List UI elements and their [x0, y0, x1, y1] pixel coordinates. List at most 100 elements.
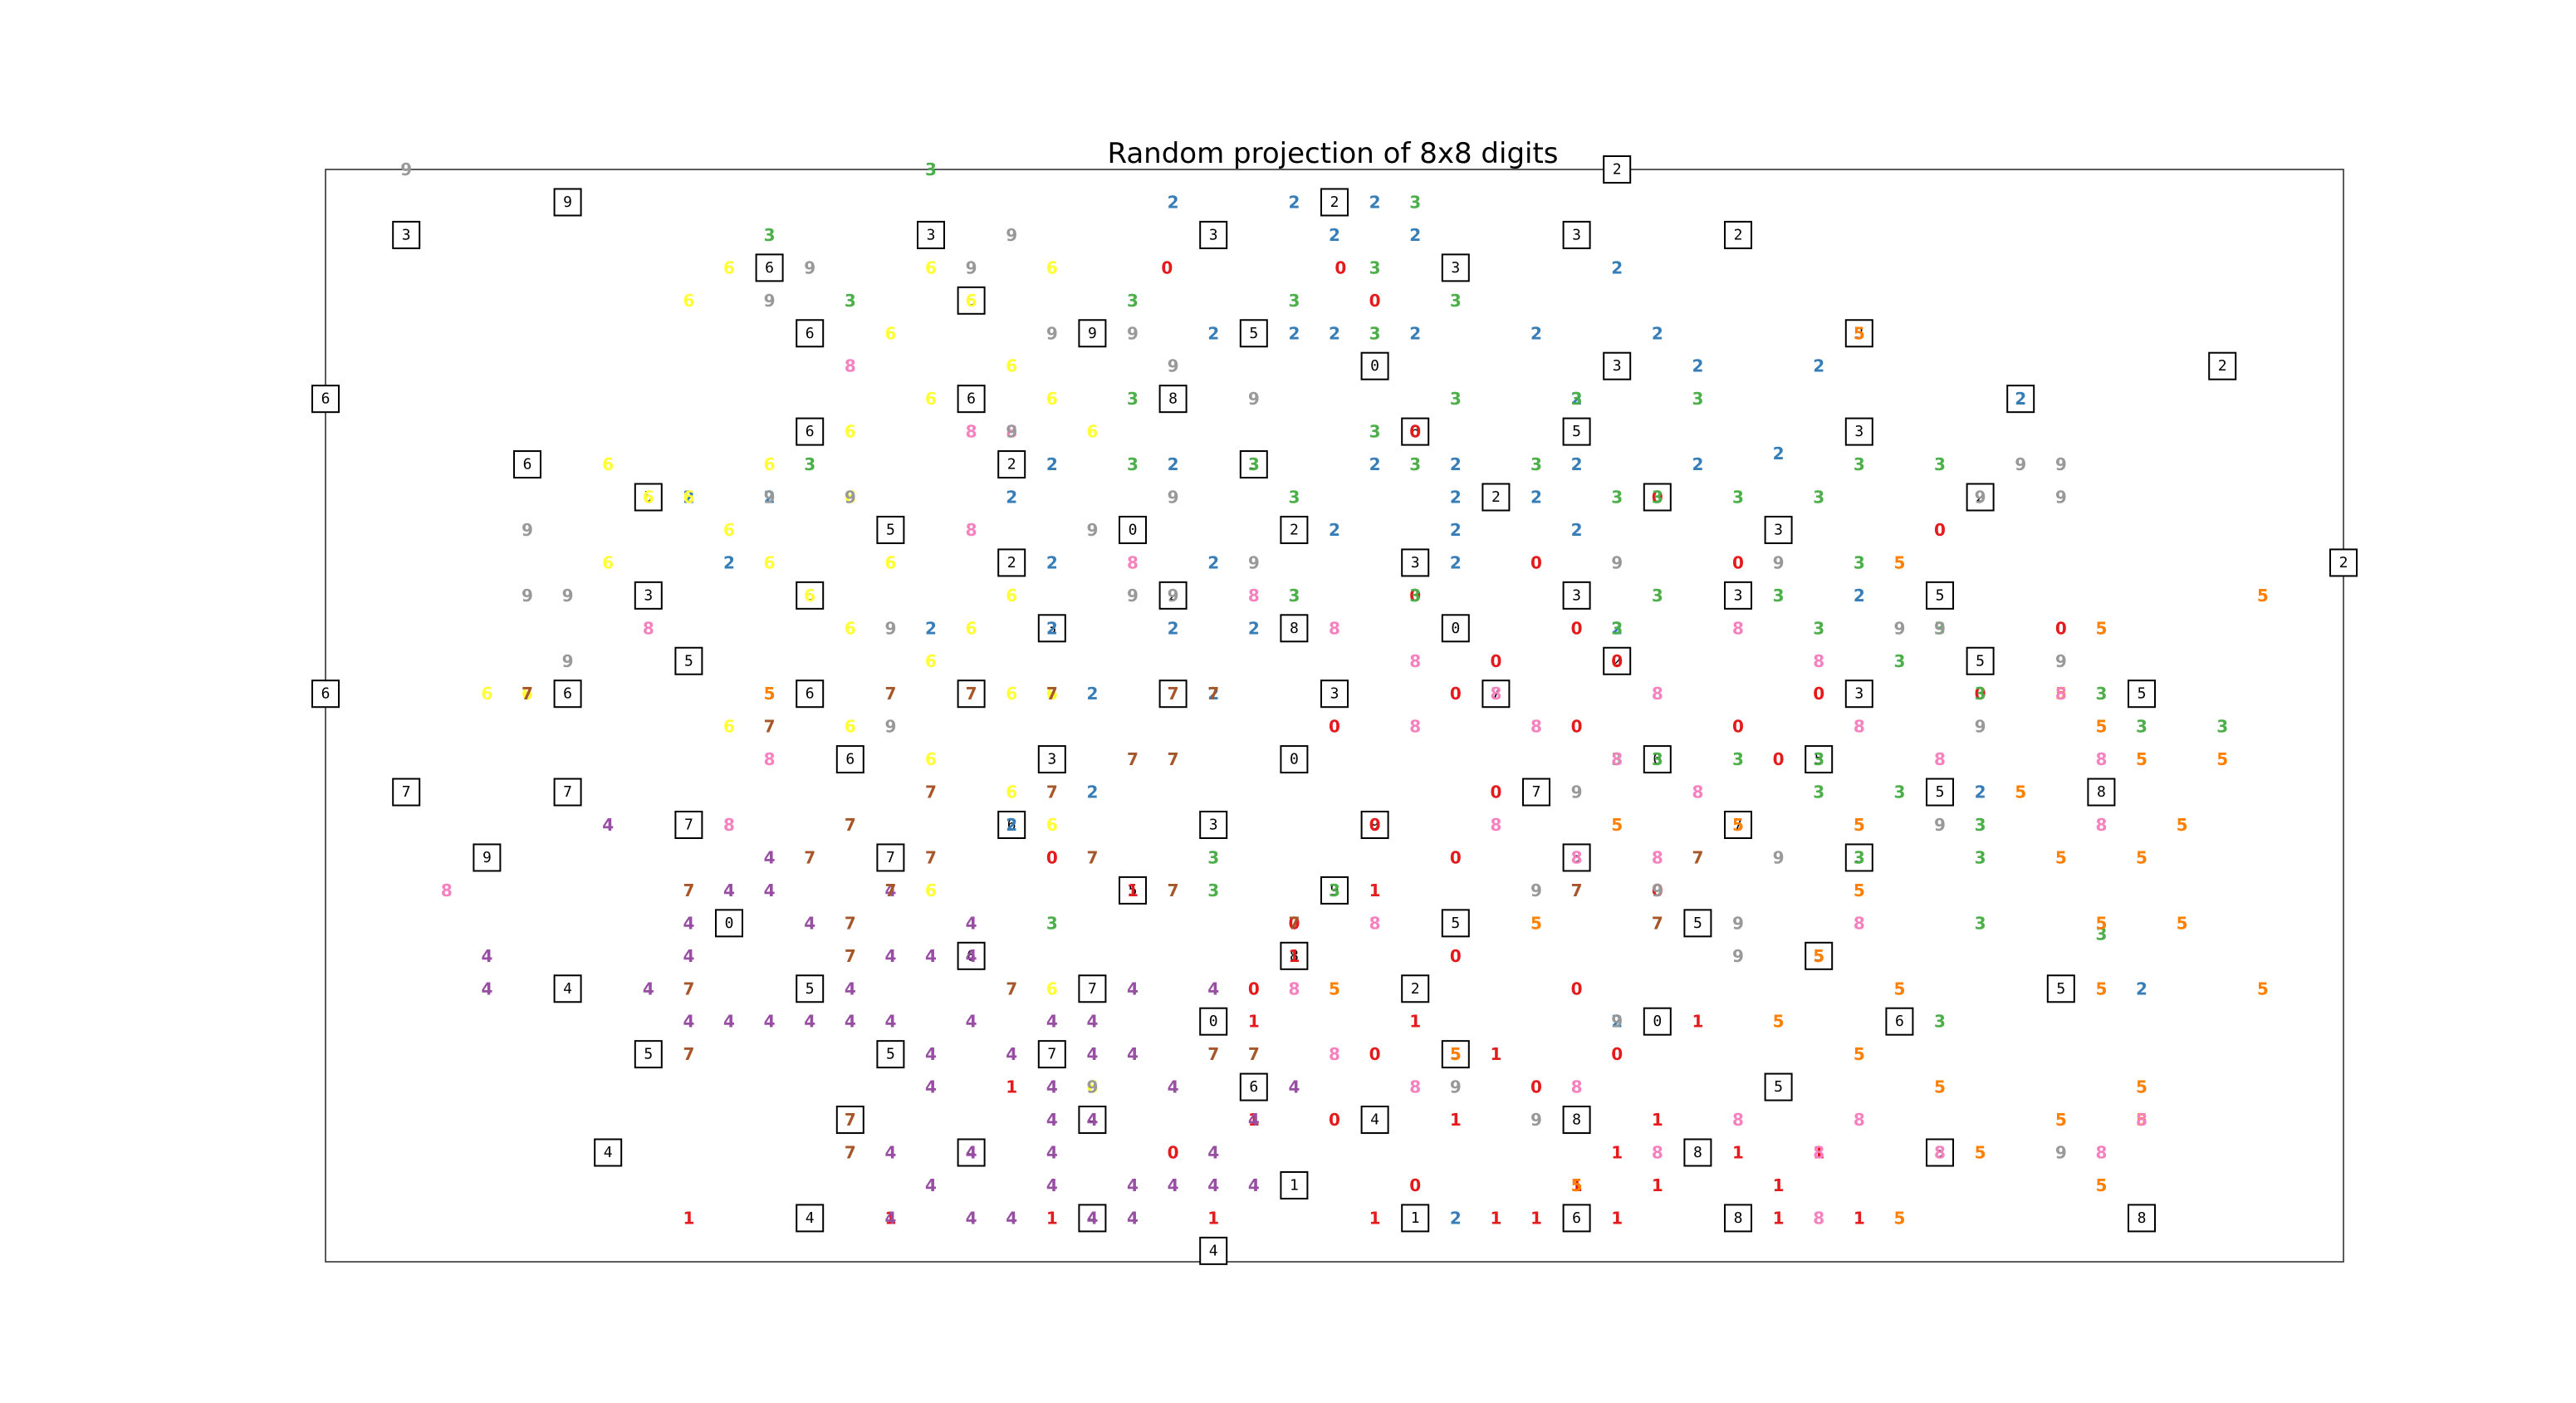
digit-point-1: 1 — [1409, 1012, 1421, 1032]
digit-point-1: 1 — [1854, 1208, 1865, 1228]
digit-point-2: 2 — [1530, 323, 1542, 343]
digit-point-5: 5 — [1975, 1143, 1986, 1163]
digit-point-0: 0 — [1773, 749, 1785, 769]
digit-point-4: 4 — [1288, 1077, 1300, 1097]
digit-point-6: 6 — [925, 651, 937, 671]
thumbnail-digit-image: 0 — [1451, 620, 1460, 637]
digit-point-5: 5 — [1934, 1077, 1946, 1097]
digit-thumbnail: 2 — [1401, 974, 1430, 1003]
digit-point-0: 0 — [1369, 1044, 1381, 1064]
thumbnail-frame — [1844, 417, 1873, 446]
thumbnail-digit-image: 3 — [1734, 586, 1743, 604]
thumbnail-frame — [311, 679, 340, 709]
thumbnail-digit-image: 5 — [644, 488, 653, 506]
digit-point-2: 2 — [683, 488, 694, 508]
digit-point-4: 4 — [723, 881, 735, 900]
digit-thumbnail: 3 — [917, 220, 945, 249]
digit-point-8: 8 — [2136, 1110, 2147, 1130]
digit-thumbnail: 5 — [1926, 581, 1954, 610]
digit-point-5: 5 — [2095, 913, 2107, 933]
digit-point-6: 6 — [925, 258, 937, 277]
digit-point-2: 2 — [1611, 1012, 1623, 1032]
digit-point-6: 6 — [602, 454, 614, 474]
thumbnail-digit-image: 3 — [1451, 259, 1460, 277]
digit-point-4: 4 — [764, 1012, 776, 1032]
digit-point-8: 8 — [1409, 1077, 1421, 1097]
digit-thumbnail: 5 — [674, 646, 703, 675]
digit-point-5: 5 — [2136, 749, 2147, 769]
digit-point-8: 8 — [1732, 1110, 1744, 1130]
thumbnail-digit-image: 5 — [1451, 915, 1460, 932]
digit-thumbnail: 3 — [1037, 745, 1066, 774]
thumbnail-frame — [2046, 974, 2075, 1003]
thumbnail-frame — [2329, 548, 2358, 577]
thumbnail-digit-image: 6 — [1249, 1078, 1258, 1096]
digit-thumbnail: 9 — [1078, 319, 1107, 348]
digit-point-6: 6 — [1046, 258, 1058, 277]
digit-point-4: 4 — [723, 1012, 735, 1032]
thumbnail-frame — [1441, 253, 1470, 282]
digit-point-2: 2 — [1329, 520, 1340, 540]
thumbnail-frame — [1764, 515, 1793, 544]
digit-point-3: 3 — [845, 291, 856, 311]
digit-point-2: 2 — [1288, 323, 1300, 343]
digit-point-9: 9 — [562, 651, 574, 671]
digit-point-6: 6 — [1006, 586, 1017, 606]
digit-thumbnail: 8 — [2087, 778, 2116, 807]
thumbnail-frame — [1643, 483, 1672, 512]
digit-point-8: 8 — [1571, 1077, 1583, 1097]
digit-point-4: 4 — [1127, 1175, 1139, 1195]
digit-point-5: 5 — [1854, 815, 1865, 835]
thumbnail-digit-image: 6 — [806, 685, 815, 703]
digit-point-0: 0 — [1335, 258, 1346, 277]
digit-point-5: 5 — [1773, 1012, 1785, 1032]
digit-point-5: 5 — [1329, 979, 1340, 998]
digit-thumbnail: 2 — [1320, 188, 1349, 217]
digit-point-9: 9 — [1086, 520, 1098, 540]
digit-point-3: 3 — [1530, 454, 1542, 474]
thumbnail-digit-image: 3 — [1613, 357, 1622, 375]
digit-point-6: 6 — [884, 552, 896, 572]
digit-point-1: 1 — [1450, 1110, 1462, 1130]
digit-thumbnail: 5 — [1683, 909, 1712, 938]
thumbnail-digit-image: 7 — [402, 783, 411, 801]
digit-point-4: 4 — [683, 946, 694, 966]
digit-point-1: 1 — [1369, 1208, 1381, 1228]
digit-point-8: 8 — [441, 881, 453, 900]
digit-point-8: 8 — [2095, 1143, 2107, 1163]
thumbnail-digit-image: 5 — [1249, 325, 1258, 342]
thumbnail-frame — [1562, 1204, 1591, 1233]
digit-point-9: 9 — [1127, 586, 1139, 606]
digit-point-4: 4 — [1168, 1175, 1179, 1195]
thumbnail-frame — [553, 974, 582, 1003]
digit-point-6: 6 — [1086, 422, 1098, 442]
digit-point-9: 9 — [804, 258, 815, 277]
thumbnail-frame — [1805, 745, 1834, 774]
digit-thumbnail: 2 — [1603, 646, 1632, 675]
digit-point-5: 5 — [1813, 946, 1824, 966]
digit-point-2: 2 — [1450, 1208, 1462, 1228]
digit-point-2: 2 — [1168, 192, 1179, 212]
digit-thumbnail: 2 — [997, 450, 1026, 479]
digit-point-3: 3 — [1934, 454, 1946, 474]
digit-thumbnail: 5 — [796, 974, 825, 1003]
thumbnail-digit-image: 6 — [1007, 817, 1016, 834]
digit-thumbnail: 5 — [1441, 909, 1470, 938]
thumbnail-digit-image: 0 — [1653, 1013, 1662, 1030]
thumbnail-frame — [1562, 581, 1591, 610]
digit-point-8: 8 — [1329, 1044, 1340, 1064]
thumbnail-frame — [1764, 1072, 1793, 1101]
digit-point-4: 4 — [1086, 1208, 1098, 1228]
digit-point-4: 4 — [884, 881, 896, 900]
thumbnail-digit-image: 6 — [1653, 751, 1662, 768]
thumbnail-frame — [1441, 909, 1470, 938]
digit-point-5: 5 — [1893, 1208, 1905, 1228]
digit-point-4: 4 — [966, 1143, 977, 1163]
digit-point-2: 2 — [1975, 782, 1986, 802]
digit-point-5: 5 — [2257, 586, 2269, 606]
thumbnail-digit-image: 4 — [563, 980, 572, 998]
digit-point-6: 6 — [1046, 979, 1058, 998]
digit-point-4: 4 — [1207, 1143, 1219, 1163]
digit-point-3: 3 — [1409, 192, 1421, 212]
digit-thumbnail: 7 — [1037, 1040, 1066, 1069]
